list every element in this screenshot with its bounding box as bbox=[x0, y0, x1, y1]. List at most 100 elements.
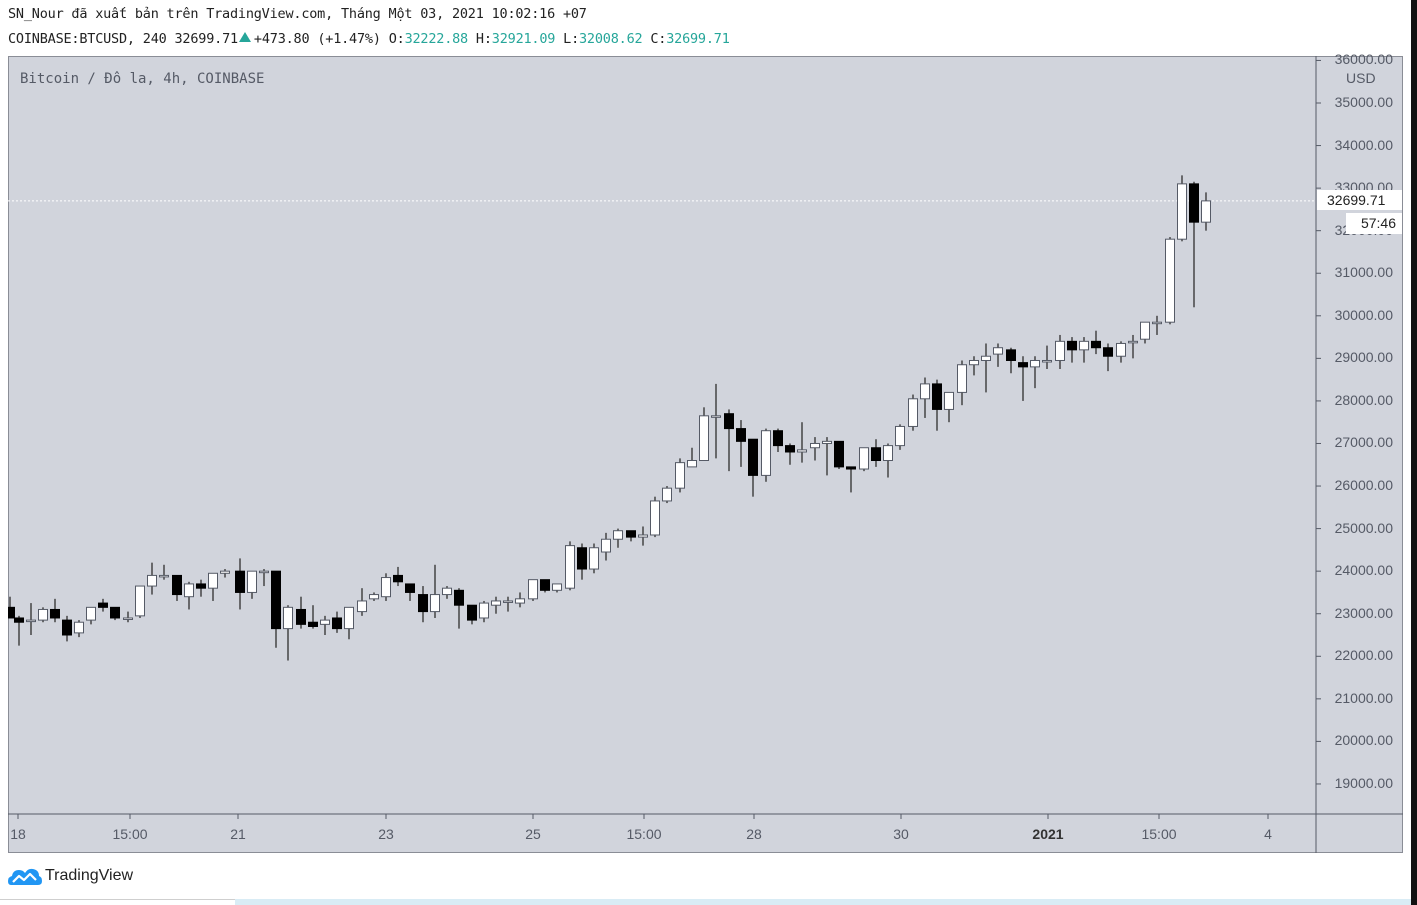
candle[interactable] bbox=[638, 534, 648, 538]
candle[interactable] bbox=[74, 621, 84, 634]
candle[interactable] bbox=[220, 570, 230, 574]
candle[interactable] bbox=[785, 445, 795, 453]
candle[interactable] bbox=[810, 442, 820, 449]
candle[interactable] bbox=[308, 621, 318, 627]
candle[interactable] bbox=[26, 619, 36, 623]
candle[interactable] bbox=[565, 545, 575, 589]
candle[interactable] bbox=[393, 574, 403, 583]
candle[interactable] bbox=[675, 462, 685, 489]
candle[interactable] bbox=[467, 604, 477, 621]
candlestick-chart[interactable] bbox=[8, 56, 1403, 853]
candle[interactable] bbox=[159, 574, 169, 578]
candle[interactable] bbox=[259, 570, 269, 574]
candle[interactable] bbox=[822, 440, 832, 444]
candle[interactable] bbox=[577, 547, 587, 570]
candle[interactable] bbox=[724, 413, 734, 430]
candle[interactable] bbox=[932, 383, 942, 410]
candle[interactable] bbox=[650, 500, 660, 536]
candle[interactable] bbox=[515, 598, 525, 604]
candle[interactable] bbox=[123, 617, 133, 620]
candle[interactable] bbox=[1140, 321, 1150, 340]
candle[interactable] bbox=[503, 600, 513, 603]
candle[interactable] bbox=[196, 583, 206, 589]
candle[interactable] bbox=[247, 570, 257, 593]
candle[interactable] bbox=[552, 583, 562, 591]
candle[interactable] bbox=[993, 347, 1003, 355]
candle[interactable] bbox=[748, 438, 758, 476]
candle[interactable] bbox=[235, 570, 245, 593]
candle[interactable] bbox=[699, 415, 709, 462]
candle[interactable] bbox=[1079, 340, 1089, 351]
candle[interactable] bbox=[761, 430, 771, 476]
candle[interactable] bbox=[430, 594, 440, 613]
candle[interactable] bbox=[208, 572, 218, 589]
candle[interactable] bbox=[736, 428, 746, 442]
candle[interactable] bbox=[110, 606, 120, 619]
candle[interactable] bbox=[883, 445, 893, 462]
candle[interactable] bbox=[369, 594, 379, 600]
candle[interactable] bbox=[491, 600, 501, 606]
candle[interactable] bbox=[1006, 349, 1016, 361]
candle[interactable] bbox=[14, 617, 24, 623]
candle[interactable] bbox=[86, 606, 96, 621]
candle[interactable] bbox=[944, 391, 954, 410]
candle[interactable] bbox=[1116, 342, 1126, 357]
candle[interactable] bbox=[283, 606, 293, 630]
candle[interactable] bbox=[135, 585, 145, 617]
candle[interactable] bbox=[528, 579, 538, 600]
candle[interactable] bbox=[184, 583, 194, 598]
candle[interactable] bbox=[1201, 200, 1211, 223]
candle[interactable] bbox=[1128, 340, 1138, 344]
candle[interactable] bbox=[1055, 340, 1065, 361]
candle[interactable] bbox=[773, 430, 783, 447]
candle[interactable] bbox=[859, 447, 869, 470]
candle[interactable] bbox=[920, 383, 930, 400]
candle[interactable] bbox=[981, 355, 991, 361]
candle[interactable] bbox=[589, 547, 599, 570]
candle[interactable] bbox=[62, 619, 72, 636]
candle[interactable] bbox=[172, 574, 182, 596]
candle[interactable] bbox=[320, 619, 330, 625]
candle[interactable] bbox=[332, 617, 342, 630]
candle[interactable] bbox=[50, 608, 60, 619]
candle[interactable] bbox=[1152, 321, 1162, 325]
candle[interactable] bbox=[871, 447, 881, 462]
candle[interactable] bbox=[540, 579, 550, 591]
candle[interactable] bbox=[1177, 183, 1187, 240]
candle[interactable] bbox=[834, 440, 844, 468]
candle[interactable] bbox=[846, 466, 856, 470]
candle[interactable] bbox=[271, 570, 281, 630]
candle[interactable] bbox=[797, 449, 807, 453]
candle[interactable] bbox=[38, 608, 48, 621]
candle[interactable] bbox=[1103, 347, 1113, 357]
candle[interactable] bbox=[8, 606, 15, 619]
candle[interactable] bbox=[957, 364, 967, 393]
candle[interactable] bbox=[357, 600, 367, 613]
candle[interactable] bbox=[344, 606, 354, 630]
candle[interactable] bbox=[381, 577, 391, 598]
candle[interactable] bbox=[895, 425, 905, 447]
tradingview-logo[interactable]: TradingView bbox=[8, 866, 133, 886]
candle[interactable] bbox=[626, 530, 636, 538]
candle[interactable] bbox=[969, 359, 979, 366]
candle[interactable] bbox=[1067, 340, 1077, 351]
candle[interactable] bbox=[1189, 183, 1199, 223]
candle[interactable] bbox=[687, 460, 697, 468]
candle[interactable] bbox=[454, 589, 464, 606]
candle[interactable] bbox=[296, 608, 306, 625]
candle[interactable] bbox=[1030, 359, 1040, 368]
candle[interactable] bbox=[613, 530, 623, 540]
candle[interactable] bbox=[1042, 359, 1052, 363]
candle[interactable] bbox=[1091, 340, 1101, 349]
candle[interactable] bbox=[405, 583, 415, 593]
candle[interactable] bbox=[711, 415, 721, 418]
candle[interactable] bbox=[479, 602, 489, 619]
candle[interactable] bbox=[662, 487, 672, 502]
candle[interactable] bbox=[1165, 238, 1175, 323]
candle[interactable] bbox=[442, 587, 452, 596]
candle[interactable] bbox=[418, 594, 428, 613]
candle[interactable] bbox=[601, 538, 611, 553]
candle[interactable] bbox=[98, 602, 108, 608]
candle[interactable] bbox=[908, 398, 918, 427]
candle[interactable] bbox=[147, 574, 157, 587]
